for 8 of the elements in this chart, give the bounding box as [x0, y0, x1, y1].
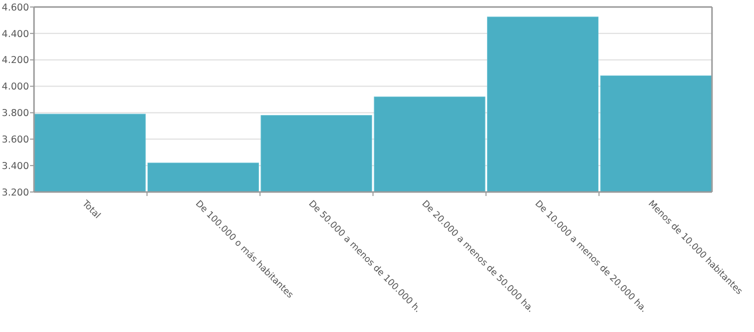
y-tick-label: 4.000 — [2, 82, 29, 93]
y-tick-label: 3.800 — [2, 108, 29, 120]
y-tick-label: 4.600 — [2, 2, 29, 14]
y-tick-label: 3.600 — [2, 134, 29, 146]
y-tick-label: 4.200 — [2, 55, 29, 66]
y-tick-label: 4.400 — [2, 28, 29, 40]
y-tick-label: 3.200 — [2, 187, 29, 198]
y-tick-label: 3.400 — [2, 160, 29, 172]
